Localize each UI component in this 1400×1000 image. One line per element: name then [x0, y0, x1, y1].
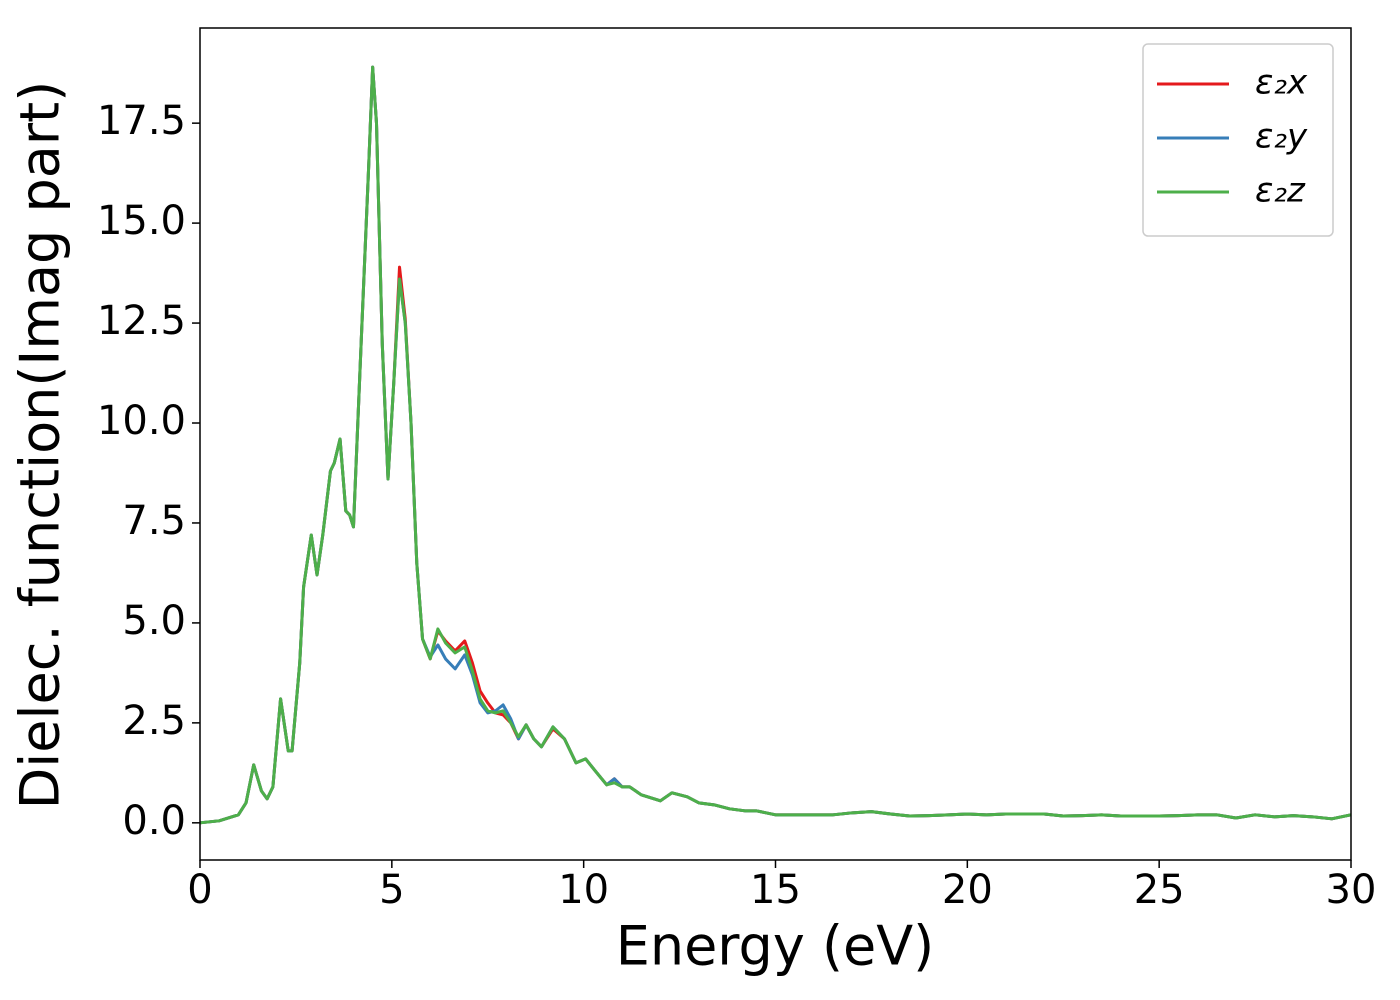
x-axis-label: Energy (eV)	[616, 915, 935, 978]
x-tick-label: 20	[942, 867, 993, 913]
legend-label: ε₂x	[1255, 63, 1308, 103]
x-tick-label: 30	[1326, 867, 1377, 913]
y-tick-label: 17.5	[97, 98, 186, 144]
legend-label: ε₂z	[1255, 171, 1306, 211]
y-tick-label: 2.5	[122, 698, 186, 744]
series-line	[199, 65, 1352, 825]
y-tick-label: 15.0	[97, 198, 186, 244]
x-tick-label: 15	[750, 867, 801, 913]
y-tick-label: 5.0	[122, 598, 186, 644]
legend-box	[1142, 43, 1334, 237]
legend-label: ε₂y	[1255, 117, 1308, 157]
y-tick-label: 0.0	[122, 798, 186, 844]
y-tick-label: 10.0	[97, 398, 186, 444]
x-tick-label: 25	[1134, 867, 1185, 913]
y-axis-label: Dielec. function(Imag part)	[9, 81, 72, 810]
plot-frame	[199, 27, 1352, 861]
x-tick-label: 0	[187, 867, 212, 913]
x-tick-label: 5	[379, 867, 404, 913]
y-tick-label: 7.5	[122, 498, 186, 544]
x-tick-label: 10	[558, 867, 609, 913]
y-tick-label: 12.5	[97, 298, 186, 344]
